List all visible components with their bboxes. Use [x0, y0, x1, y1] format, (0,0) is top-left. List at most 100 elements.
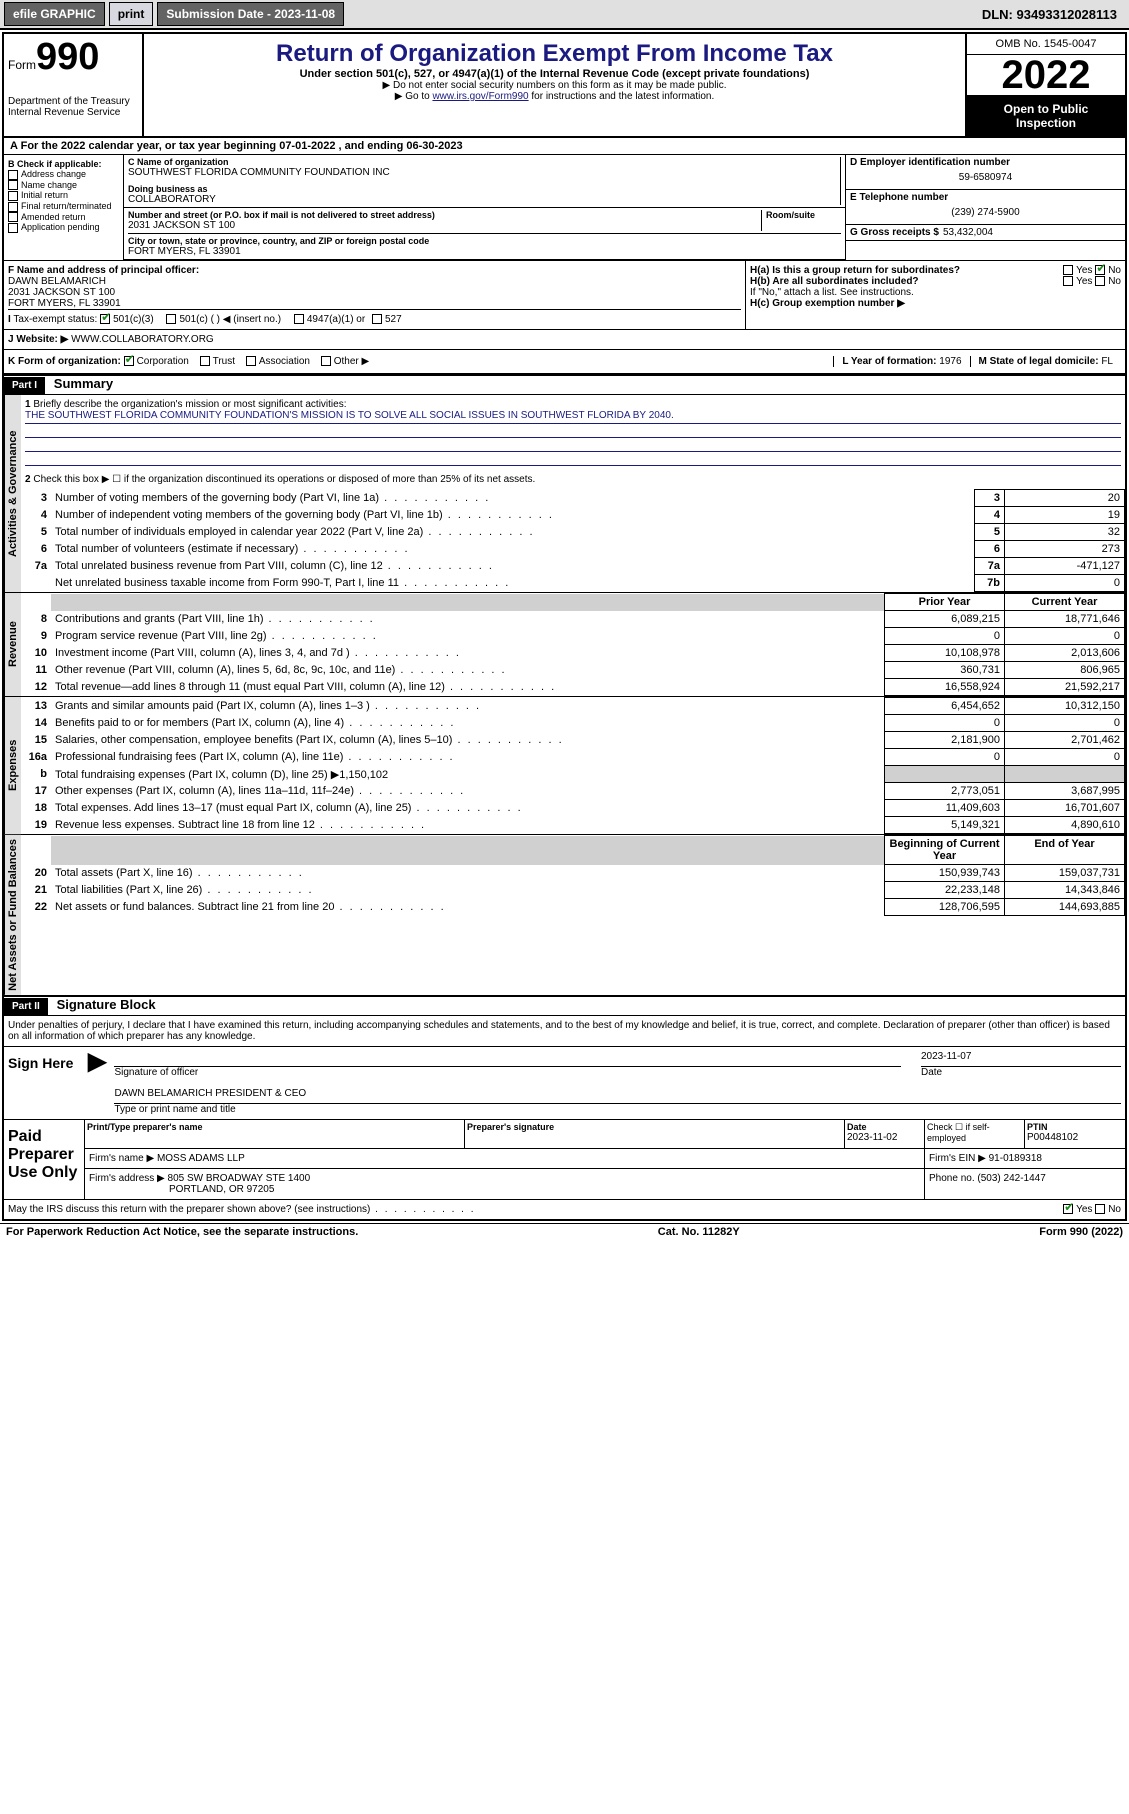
netassets-table: Beginning of Current YearEnd of Year 20T…	[21, 835, 1125, 916]
table-row: 22Net assets or fund balances. Subtract …	[21, 899, 1125, 916]
gross-receipts-value: 53,432,004	[943, 227, 993, 238]
table-row: 4Number of independent voting members of…	[21, 507, 1125, 524]
officer-name-title: DAWN BELAMARICH PRESIDENT & CEO	[114, 1088, 1121, 1104]
table-row: 16aProfessional fundraising fees (Part I…	[21, 749, 1125, 766]
website-label: Website: ▶	[16, 334, 68, 345]
mission-text: THE SOUTHWEST FLORIDA COMMUNITY FOUNDATI…	[25, 410, 1121, 424]
cb-application-pending[interactable]	[8, 223, 18, 233]
ein-value: 59-6580974	[850, 168, 1121, 187]
officer-addr1: 2031 JACKSON ST 100	[8, 287, 741, 298]
form-title: Return of Organization Exempt From Incom…	[150, 40, 959, 68]
efile-button[interactable]: efile GRAPHIC	[4, 2, 105, 26]
table-row: bTotal fundraising expenses (Part IX, co…	[21, 766, 1125, 783]
firm-address: 805 SW BROADWAY STE 1400	[168, 1173, 311, 1184]
footer-left: For Paperwork Reduction Act Notice, see …	[6, 1226, 358, 1238]
table-row: 6Total number of volunteers (estimate if…	[21, 541, 1125, 558]
firm-ein: 91-0189318	[989, 1153, 1042, 1164]
may-irs-discuss: May the IRS discuss this return with the…	[8, 1204, 1063, 1215]
dln-label: DLN: 93493312028113	[982, 7, 1125, 22]
table-row: 13Grants and similar amounts paid (Part …	[21, 698, 1125, 715]
print-button[interactable]: print	[109, 2, 154, 26]
room-label: Room/suite	[766, 210, 841, 220]
dept-label: Department of the Treasury Internal Reve…	[8, 96, 138, 118]
table-row: 19Revenue less expenses. Subtract line 1…	[21, 817, 1125, 834]
form-label: Form	[8, 58, 36, 72]
cb-address-change[interactable]	[8, 170, 18, 180]
firm-phone: (503) 242-1447	[977, 1173, 1045, 1184]
form-990-container: Form990 Department of the Treasury Inter…	[2, 32, 1127, 1221]
cb-ha-no[interactable]	[1095, 265, 1105, 275]
cb-amended-return[interactable]	[8, 212, 18, 222]
phone-value: (239) 274-5900	[850, 203, 1121, 222]
phone-label: E Telephone number	[850, 192, 1121, 203]
dba-value: COLLABORATORY	[128, 194, 836, 205]
cb-corp[interactable]	[124, 356, 134, 366]
part1-header: Part I	[4, 377, 45, 394]
cb-501c3[interactable]	[100, 314, 110, 324]
submission-date-button[interactable]: Submission Date - 2023-11-08	[157, 2, 344, 26]
vert-expenses: Expenses	[4, 697, 21, 834]
tax-year: 2022	[967, 55, 1125, 96]
hb-label: H(b) Are all subordinates included?	[750, 276, 919, 287]
open-to-public-badge: Open to Public Inspection	[967, 96, 1125, 136]
ptin-value: P00448102	[1027, 1132, 1123, 1143]
org-name-label: C Name of organization	[128, 157, 836, 167]
officer-name: DAWN BELAMARICH	[8, 276, 741, 287]
table-row: 8Contributions and grants (Part VIII, li…	[21, 611, 1125, 628]
sign-here-label: Sign Here	[4, 1047, 84, 1119]
city-value: FORT MYERS, FL 33901	[128, 246, 841, 257]
cb-name-change[interactable]	[8, 180, 18, 190]
table-row: 20Total assets (Part X, line 16)150,939,…	[21, 865, 1125, 882]
cb-discuss-yes[interactable]	[1063, 1204, 1073, 1214]
tax-period-line: A For the 2022 calendar year, or tax yea…	[4, 138, 1125, 155]
ssn-note: Do not enter social security numbers on …	[150, 80, 959, 91]
part1-title: Summary	[48, 376, 113, 391]
cb-4947[interactable]	[294, 314, 304, 324]
table-row: 9Program service revenue (Part VIII, lin…	[21, 628, 1125, 645]
cb-other[interactable]	[321, 356, 331, 366]
cb-initial-return[interactable]	[8, 191, 18, 201]
table-row: 11Other revenue (Part VIII, column (A), …	[21, 662, 1125, 679]
prep-date-value: 2023-11-02	[847, 1132, 922, 1143]
footer-form: Form 990 (2022)	[1039, 1226, 1123, 1238]
cb-trust[interactable]	[200, 356, 210, 366]
table-row: 12Total revenue—add lines 8 through 11 (…	[21, 679, 1125, 696]
officer-label: F Name and address of principal officer:	[8, 265, 199, 276]
table-row: 21Total liabilities (Part X, line 26)22,…	[21, 882, 1125, 899]
city-label: City or town, state or province, country…	[128, 236, 841, 246]
state-domicile: FL	[1101, 356, 1113, 367]
street-value: 2031 JACKSON ST 100	[128, 220, 761, 231]
page-footer: For Paperwork Reduction Act Notice, see …	[0, 1223, 1129, 1240]
table-row: Net unrelated business taxable income fr…	[21, 575, 1125, 592]
cb-discuss-no[interactable]	[1095, 1204, 1105, 1214]
hc-label: H(c) Group exemption number ▶	[750, 298, 905, 309]
goto-note: Go to www.irs.gov/Form990 for instructio…	[150, 91, 959, 102]
table-row: 15Salaries, other compensation, employee…	[21, 732, 1125, 749]
sign-arrow-icon: ▶	[84, 1047, 110, 1119]
ha-label: H(a) Is this a group return for subordin…	[750, 265, 960, 276]
cb-501c[interactable]	[166, 314, 176, 324]
ein-label: D Employer identification number	[850, 157, 1121, 168]
part2-header: Part II	[4, 998, 48, 1015]
cb-hb-no[interactable]	[1095, 276, 1105, 286]
footer-cat: Cat. No. 11282Y	[658, 1226, 740, 1238]
dba-label: Doing business as	[128, 184, 836, 194]
cb-ha-yes[interactable]	[1063, 265, 1073, 275]
self-employed-check: Check ☐ if self-employed	[925, 1120, 1025, 1148]
revenue-table: Prior YearCurrent Year 8Contributions an…	[21, 593, 1125, 696]
cb-527[interactable]	[372, 314, 382, 324]
form-subtitle: Under section 501(c), 527, or 4947(a)(1)…	[150, 68, 959, 80]
firm-name: MOSS ADAMS LLP	[157, 1153, 245, 1164]
irs-link[interactable]: www.irs.gov/Form990	[432, 91, 528, 102]
cb-final-return[interactable]	[8, 202, 18, 212]
cb-assoc[interactable]	[246, 356, 256, 366]
gross-receipts-label: G Gross receipts $	[850, 227, 939, 238]
officer-name-sublabel: Type or print name and title	[114, 1104, 1121, 1115]
table-row: 7aTotal unrelated business revenue from …	[21, 558, 1125, 575]
omb-number: OMB No. 1545-0047	[967, 34, 1125, 55]
q1-label: Briefly describe the organization's miss…	[33, 399, 346, 410]
firm-city: PORTLAND, OR 97205	[89, 1184, 920, 1195]
table-row: 5Total number of individuals employed in…	[21, 524, 1125, 541]
cb-hb-yes[interactable]	[1063, 276, 1073, 286]
q2-text: Check this box ▶ ☐ if the organization d…	[33, 474, 535, 485]
